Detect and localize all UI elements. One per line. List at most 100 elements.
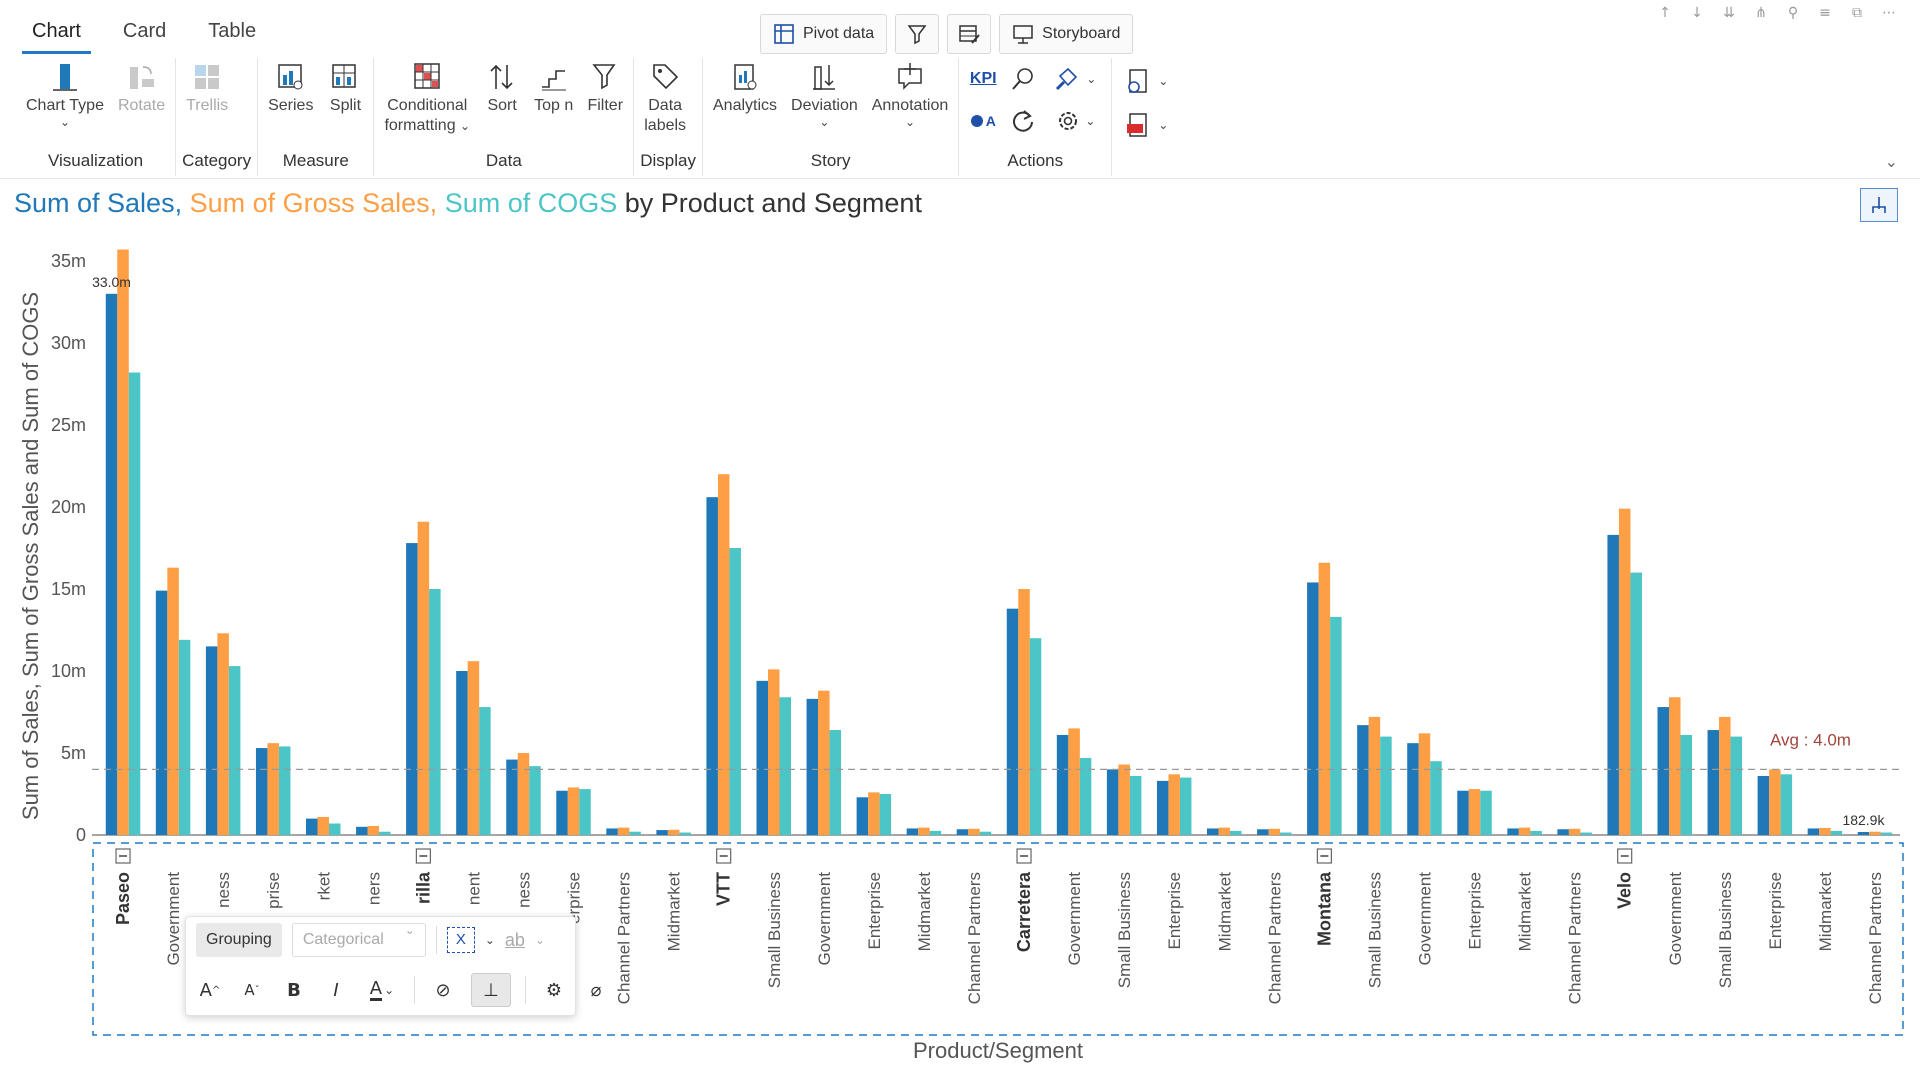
filter-button[interactable]: Filter bbox=[583, 58, 627, 148]
drill-hierarchy-button[interactable] bbox=[1860, 188, 1898, 222]
conditional-formatting-button[interactable]: Conditional formatting ⌄ bbox=[380, 58, 474, 148]
pin-icon[interactable]: ⚲ bbox=[1787, 5, 1799, 21]
settings-button[interactable]: ⌄ bbox=[1045, 108, 1105, 134]
bar bbox=[1757, 775, 1770, 835]
segment-label: Channel Partners bbox=[1566, 872, 1585, 1004]
search-button[interactable] bbox=[1005, 66, 1041, 92]
segment-label: Small Business bbox=[1365, 872, 1384, 988]
italic-button[interactable]: I bbox=[333, 979, 339, 1001]
bar bbox=[1680, 734, 1692, 835]
segment-label: Government bbox=[815, 872, 834, 966]
bar bbox=[406, 543, 418, 835]
chart-type-button[interactable]: Chart Type ⌄ bbox=[22, 58, 108, 148]
hierarchy-axis-icon[interactable]: ⊥ bbox=[471, 973, 511, 1007]
segment-label: Midmarket bbox=[1215, 872, 1234, 952]
export-gear-icon bbox=[1128, 69, 1147, 93]
bar bbox=[329, 823, 341, 835]
paint-format-button[interactable]: ⌄ bbox=[1045, 66, 1105, 92]
data-point-label-button[interactable]: A bbox=[965, 113, 1001, 129]
arrow-up-icon[interactable]: ↑ bbox=[1659, 5, 1671, 21]
segment-label: Government bbox=[1666, 872, 1685, 966]
bar bbox=[278, 746, 291, 835]
bar bbox=[506, 759, 518, 835]
grouping-button[interactable]: Grouping bbox=[196, 923, 282, 957]
product-label: Carretera bbox=[1014, 871, 1034, 952]
measure-group-label: Measure bbox=[282, 151, 349, 170]
segment-label: Government bbox=[164, 872, 183, 966]
top-n-button[interactable]: Top n bbox=[530, 58, 577, 148]
segment-label: nent bbox=[464, 872, 483, 905]
data-labels-button[interactable]: Data labels bbox=[640, 58, 690, 148]
toolbar-divider bbox=[435, 926, 437, 954]
kpi-button[interactable]: KPI bbox=[965, 70, 1001, 88]
top-toolbar: Pivot data Storyboard bbox=[760, 14, 1134, 54]
bar bbox=[1068, 728, 1080, 835]
more-options-icon[interactable]: ⋯ bbox=[1882, 5, 1896, 21]
bar bbox=[1707, 730, 1720, 835]
bar bbox=[1457, 790, 1469, 835]
axis-x-button[interactable]: X bbox=[446, 927, 475, 953]
bar bbox=[679, 832, 691, 835]
bar bbox=[629, 831, 641, 835]
split-button[interactable]: Split bbox=[323, 58, 367, 148]
annotation-button[interactable]: Annotation ⌄ bbox=[868, 58, 953, 148]
font-color-icon[interactable]: A ⌄ bbox=[369, 977, 395, 1001]
segment-label: ners bbox=[364, 872, 383, 905]
chevron-down-icon[interactable]: ⌄ bbox=[534, 933, 545, 947]
window-controls: ↑ ↓ ⇊ ⋔ ⚲ ≡ ⧉ ⋯ bbox=[1656, 4, 1898, 22]
focus-mode-icon[interactable]: ⧉ bbox=[1852, 5, 1862, 21]
title-cogs: Sum of COGS bbox=[444, 188, 618, 218]
segment-label: Enterprise bbox=[1165, 872, 1184, 949]
export-settings-button[interactable]: ⌄ bbox=[1124, 61, 1168, 101]
bar bbox=[1468, 789, 1481, 835]
tab-card[interactable]: Card bbox=[122, 20, 167, 42]
hierarchy-icon[interactable]: ⋔ bbox=[1755, 5, 1767, 21]
y-tick-label: 15m bbox=[51, 579, 86, 599]
ribbon-divider bbox=[0, 178, 1920, 179]
segment-label: prise bbox=[264, 872, 283, 909]
double-down-icon[interactable]: ⇊ bbox=[1723, 5, 1735, 21]
bar bbox=[1268, 828, 1281, 835]
gear-icon[interactable]: ⚙ bbox=[545, 979, 563, 1001]
axis-type-select[interactable]: Categorical ⌄ bbox=[291, 923, 426, 957]
trellis-button[interactable]: Trellis bbox=[182, 58, 232, 148]
chevron-down-icon[interactable]: ⌄ bbox=[484, 933, 495, 947]
storyboard-button[interactable]: Storyboard bbox=[999, 14, 1134, 54]
tab-table[interactable]: Table bbox=[208, 20, 257, 42]
increase-font-icon[interactable]: A ^ bbox=[199, 979, 221, 1001]
table-edit-button[interactable] bbox=[947, 14, 992, 54]
deviation-button[interactable]: Deviation ⌄ bbox=[787, 58, 862, 148]
text-wrap-button[interactable]: ab bbox=[504, 929, 525, 950]
paint-bucket-icon bbox=[1056, 67, 1078, 91]
series-button[interactable]: Series bbox=[264, 58, 317, 148]
bar bbox=[1079, 757, 1092, 835]
ribbon-group-export: ⌄ ⌄ bbox=[1112, 58, 1174, 176]
formatting-label: formatting ⌄ bbox=[384, 117, 471, 134]
filter-icon[interactable]: ≡ bbox=[1819, 5, 1831, 21]
bar bbox=[617, 827, 630, 835]
title-gross-sales: Sum of Gross Sales, bbox=[189, 188, 438, 218]
sort-button[interactable]: Sort bbox=[480, 58, 524, 148]
segment-label: Small Business bbox=[765, 872, 784, 988]
bold-button[interactable]: B bbox=[287, 979, 301, 1001]
bar bbox=[868, 792, 880, 835]
no-fill-icon[interactable]: ⊘ bbox=[435, 979, 451, 1001]
filter-settings-button[interactable] bbox=[895, 14, 940, 54]
chevron-down-icon: ⌄ bbox=[1086, 72, 1097, 86]
tab-chart[interactable]: Chart bbox=[22, 18, 91, 54]
rotate-button[interactable]: Rotate bbox=[114, 58, 169, 148]
export-pdf-button[interactable]: ⌄ bbox=[1124, 105, 1168, 145]
reset-button[interactable] bbox=[1005, 108, 1041, 134]
bar bbox=[1607, 534, 1619, 835]
bar bbox=[1156, 780, 1169, 835]
bar bbox=[656, 830, 668, 835]
chevron-down-icon: ⌄ bbox=[904, 115, 916, 129]
segment-label: Midmarket bbox=[915, 872, 934, 952]
arrow-down-icon[interactable]: ↓ bbox=[1691, 5, 1703, 21]
display-group-label: Display bbox=[640, 151, 696, 170]
pivot-data-button[interactable]: Pivot data bbox=[760, 14, 888, 54]
analytics-button[interactable]: Analytics bbox=[709, 58, 781, 148]
collapse-ribbon-icon[interactable]: ⌄ bbox=[1884, 152, 1898, 171]
hide-axis-icon[interactable]: ⌀ bbox=[590, 979, 602, 1001]
